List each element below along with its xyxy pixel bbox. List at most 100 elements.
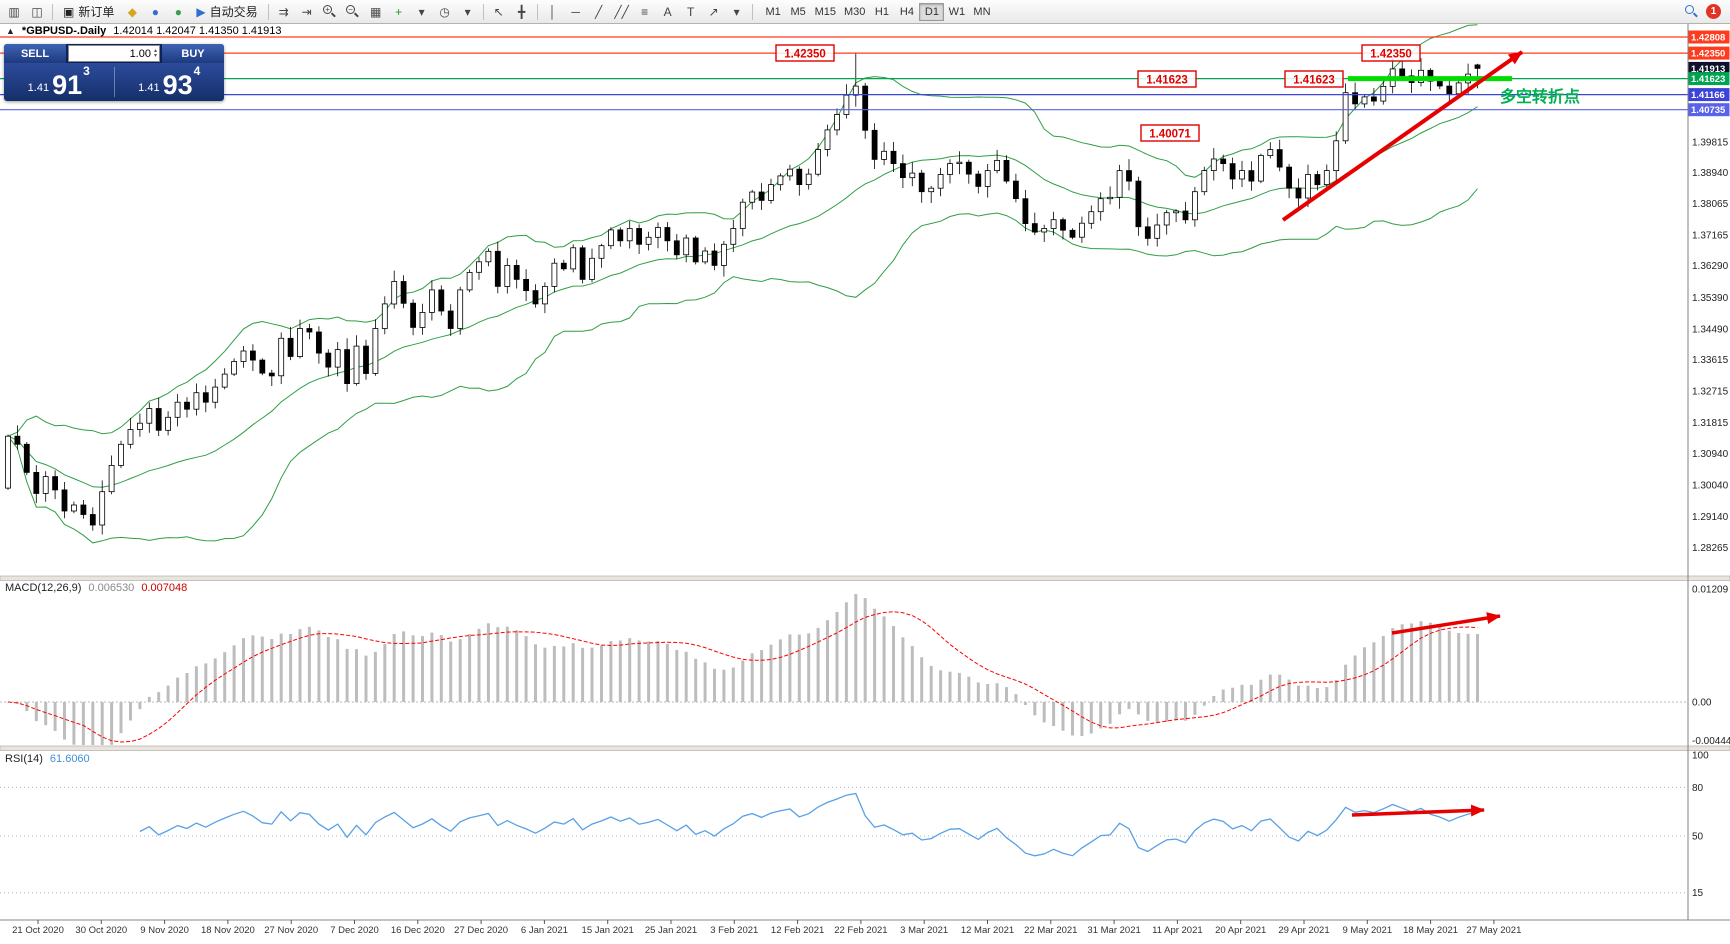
trendline-icon[interactable]: ╱ — [588, 2, 610, 22]
price-axis[interactable]: 1.39815 1.38940 1.38065 1.37165 1.36290 1.353… — [1688, 30, 1730, 554]
svg-text:12 Feb 2021: 12 Feb 2021 — [771, 925, 824, 936]
timeframe-w1[interactable]: W1 — [948, 5, 966, 18]
bollinger-bands — [7, 24, 1478, 544]
zoom-in-icon-glyph: + — [323, 5, 336, 18]
svg-text:22 Feb 2021: 22 Feb 2021 — [834, 925, 887, 936]
arrows-icon[interactable]: ↗ — [703, 2, 725, 22]
help-icon[interactable]: ● — [167, 2, 189, 22]
svg-text:0.00: 0.00 — [1692, 698, 1712, 709]
help-icon-glyph: ● — [174, 4, 182, 19]
vertical-line-icon[interactable]: │ — [542, 2, 564, 22]
chart-canvas[interactable]: 1.42350 1.41623 1.41623 1.42350 1.40071 多空转折点… — [0, 24, 1730, 944]
chart-shift-icon[interactable]: ⇥ — [296, 2, 318, 22]
bid-price[interactable]: 1.41 91 3 — [4, 63, 114, 101]
objects-dropdown-icon[interactable]: ▾ — [726, 2, 748, 22]
chart-window-icon[interactable]: ◫ — [26, 2, 48, 22]
price-annotation-box[interactable]: 1.42350 — [1361, 44, 1421, 62]
notification-badge[interactable]: 1 — [1706, 4, 1721, 19]
ask-price[interactable]: 1.41 93 4 — [115, 63, 225, 101]
price-annotation-box[interactable]: 1.40071 — [1140, 124, 1200, 142]
timeframe-h4[interactable]: H4 — [899, 5, 914, 18]
autotrading-button-label: 自动交易 — [209, 5, 258, 19]
macd-signal-line — [7, 611, 1478, 743]
symbol-name: *GBPUSD-.Daily — [21, 25, 107, 37]
timeframe-m5[interactable]: M5 — [790, 5, 806, 18]
autoscroll-icon[interactable]: ⇉ — [273, 2, 295, 22]
indicators-dropdown-icon[interactable]: ▾ — [411, 2, 433, 22]
ask-big-digits: 93 — [162, 70, 193, 100]
svg-text:1.34490: 1.34490 — [1692, 324, 1729, 335]
toolbar-separator — [482, 3, 484, 20]
sell-button[interactable]: SELL — [4, 44, 66, 63]
buy-button[interactable]: BUY — [162, 44, 224, 63]
macd-trend-arrow[interactable] — [1391, 612, 1501, 635]
time-axis[interactable]: 21 Oct 2020 30 Oct 2020 9 Nov 2020 18 Nov 2… — [12, 920, 1521, 936]
svg-text:3 Mar 2021: 3 Mar 2021 — [900, 925, 948, 936]
trend-arrow[interactable] — [1281, 50, 1524, 222]
text-icon[interactable]: A — [657, 2, 679, 22]
timeframe-m30[interactable]: M30 — [844, 5, 866, 18]
timeframe-m1[interactable]: M1 — [765, 5, 781, 18]
svg-text:1.41913: 1.41913 — [1691, 64, 1725, 75]
channel-icon[interactable]: ╱╱ — [611, 2, 633, 22]
volume-spinner[interactable]: ▴ ▾ — [153, 47, 157, 59]
svg-text:1.41623: 1.41623 — [1293, 75, 1335, 87]
new-order-button[interactable]: ▣ 新订单 — [57, 2, 120, 22]
horizontal-line-icon[interactable]: ─ — [565, 2, 587, 22]
zoom-out-icon[interactable]: − — [342, 2, 364, 22]
macd-indicator-label: MACD(12,26,9) 0.006530 0.007048 — [5, 582, 187, 594]
svg-text:1.29140: 1.29140 — [1692, 512, 1729, 523]
crosshair-icon[interactable]: ╋ — [511, 2, 533, 22]
rsi-trend-arrow[interactable] — [1351, 804, 1485, 817]
timeframe-h1[interactable]: H1 — [874, 5, 889, 18]
price-tag: 1.41913 — [1688, 61, 1730, 75]
tile-windows-icon-glyph: ▦ — [369, 4, 382, 19]
panel-divider[interactable] — [0, 745, 1730, 751]
tile-windows-icon[interactable]: ▦ — [365, 2, 387, 22]
price-annotation-box[interactable]: 1.42350 — [775, 44, 835, 62]
crosshair-icon-glyph: ╋ — [517, 4, 526, 19]
zoom-out-icon-glyph: − — [346, 5, 359, 18]
market-icon[interactable]: ● — [144, 2, 166, 22]
one-click-trading-panel: SELL 1.00 ▴ ▾ BUY 1.41 91 3 1.41 93 4 — [4, 44, 224, 101]
templates-dropdown-icon[interactable]: ▾ — [457, 2, 479, 22]
panel-divider[interactable] — [0, 575, 1730, 581]
svg-text:22 Mar 2021: 22 Mar 2021 — [1024, 925, 1077, 936]
svg-text:31 Mar 2021: 31 Mar 2021 — [1087, 925, 1140, 936]
periods-icon[interactable]: ◷ — [434, 2, 456, 22]
svg-text:1.35390: 1.35390 — [1692, 293, 1729, 304]
autotrading-button-glyph: ▶ — [196, 4, 206, 19]
fibonacci-icon[interactable]: ≡ — [634, 2, 656, 22]
chart-annotations[interactable]: 1.42350 1.41623 1.41623 1.42350 1.40071 多空转折点 — [775, 44, 1580, 222]
svg-text:15 Jan 2021: 15 Jan 2021 — [582, 925, 634, 936]
trade-panel-price-row: 1.41 91 3 1.41 93 4 — [4, 63, 224, 101]
one-click-toggle-icon[interactable]: ▲ — [6, 26, 15, 36]
timeframe-d1[interactable]: D1 — [919, 2, 945, 21]
chart-shift-icon-glyph: ⇥ — [301, 4, 312, 19]
cursor-icon[interactable]: ↖ — [488, 2, 510, 22]
volume-field[interactable]: 1.00 ▴ ▾ — [68, 45, 160, 62]
autotrading-button[interactable]: ▶ 自动交易 — [190, 2, 263, 22]
search-icon[interactable] — [1685, 5, 1698, 18]
timeframe-m15[interactable]: M15 — [814, 5, 837, 18]
price-tag: 1.42808 — [1688, 30, 1730, 44]
svg-text:18 Nov 2020: 18 Nov 2020 — [201, 925, 255, 936]
label-icon[interactable]: T — [680, 2, 702, 22]
price-annotation-box[interactable]: 1.41623 — [1137, 70, 1197, 88]
zoom-in-icon[interactable]: + — [319, 2, 341, 22]
chart-ohlc-line: ▲ *GBPUSD-.Daily 1.42014 1.42047 1.41350… — [6, 25, 282, 37]
macd-signal-value: 0.007048 — [141, 582, 188, 594]
svg-text:1.41623: 1.41623 — [1146, 75, 1188, 87]
turning-point-label[interactable]: 多空转折点 — [1500, 87, 1580, 106]
svg-text:1.40071: 1.40071 — [1149, 129, 1191, 141]
svg-text:27 May 2021: 27 May 2021 — [1466, 925, 1521, 936]
chart-bars-icon[interactable]: ▥ — [3, 2, 25, 22]
rsi-name: RSI(14) — [5, 753, 43, 765]
metaeditor-icon[interactable]: ◆ — [121, 2, 143, 22]
svg-text:1.42808: 1.42808 — [1691, 33, 1725, 44]
timeframe-mn[interactable]: MN — [973, 5, 991, 18]
indicators-icon[interactable]: + — [388, 2, 410, 22]
price-annotation-box[interactable]: 1.41623 — [1284, 70, 1344, 88]
chart-window[interactable]: 1.42350 1.41623 1.41623 1.42350 1.40071 多空转折点… — [0, 24, 1730, 944]
rsi-line — [139, 792, 1478, 857]
